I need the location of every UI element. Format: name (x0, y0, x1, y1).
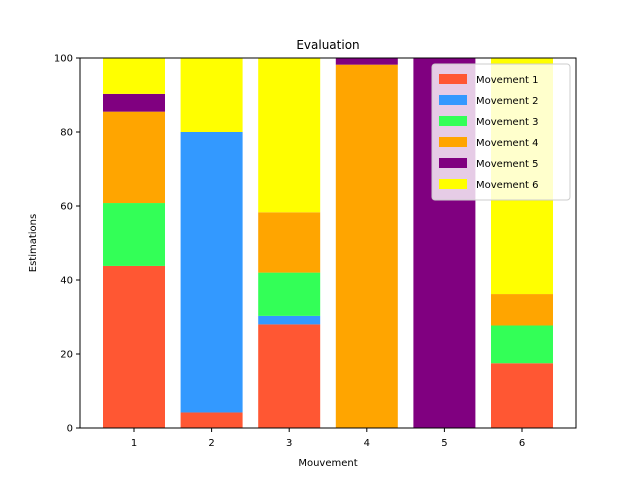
x-tick-label-5: 5 (441, 438, 447, 449)
legend-label-series3: Movement 3 (476, 117, 539, 128)
x-tick-label-4: 4 (364, 438, 370, 449)
chart-title: Evaluation (296, 38, 359, 52)
bar-segment-series3-cat6 (491, 325, 553, 364)
y-tick-label-40: 40 (60, 276, 73, 287)
legend-swatch-series6 (439, 179, 467, 189)
y-tick-label-0: 0 (67, 424, 73, 435)
legend-label-series6: Movement 6 (476, 180, 539, 191)
legend-label-series4: Movement 4 (476, 138, 539, 149)
legend-label-series2: Movement 2 (476, 96, 539, 107)
x-ticks-group: 1 2 3 4 5 6 (131, 428, 525, 449)
legend-swatch-series5 (439, 158, 467, 168)
bar-segment-series6-cat1 (103, 58, 165, 94)
bar-segment-series2-cat2 (180, 132, 243, 413)
bar-segment-series4-cat3 (258, 212, 321, 273)
bar-segment-series4-cat6 (491, 294, 553, 326)
legend-swatch-series3 (439, 116, 467, 126)
bar-segment-series4-cat4 (335, 64, 398, 428)
bar-segment-series1-cat2 (180, 412, 243, 428)
bar-segment-series1-cat1 (103, 265, 165, 428)
legend-swatch-series2 (439, 95, 467, 105)
bar-segment-series3-cat1 (103, 203, 165, 266)
y-tick-label-80: 80 (60, 128, 73, 139)
x-tick-label-2: 2 (208, 438, 214, 449)
plot-frame (79, 57, 577, 429)
legend-swatch-series4 (439, 137, 467, 147)
bar-segment-series5-cat4 (335, 58, 398, 65)
y-tick-label-100: 100 (54, 54, 73, 65)
bar-segment-series2-cat3 (258, 315, 321, 325)
bar-segment-series6-cat2 (180, 58, 243, 132)
y-ticks-group: 0 20 40 60 80 100 (54, 54, 80, 435)
x-axis-label: Mouvement (298, 458, 357, 469)
bar-segment-series1-cat3 (258, 324, 321, 428)
x-tick-label-1: 1 (131, 438, 137, 449)
bar-segment-series4-cat1 (103, 111, 165, 204)
legend-label-series1: Movement 1 (476, 75, 539, 86)
y-axis-label: Estimations (28, 214, 39, 272)
legend: Movement 1 Movement 2 Movement 3 Movement 4… (431, 63, 571, 201)
x-tick-label-6: 6 (519, 438, 525, 449)
y-tick-label-60: 60 (60, 202, 73, 213)
legend-swatch-series1 (439, 74, 467, 84)
bar-segment-series3-cat3 (258, 272, 321, 316)
bar-segment-series6-cat3 (258, 58, 321, 213)
y-tick-label-20: 20 (60, 350, 73, 361)
legend-label-series5: Movement 5 (476, 159, 539, 170)
bar-segment-series1-cat6 (491, 363, 553, 428)
bar-segment-series5-cat1 (103, 93, 165, 112)
x-tick-label-3: 3 (286, 438, 292, 449)
